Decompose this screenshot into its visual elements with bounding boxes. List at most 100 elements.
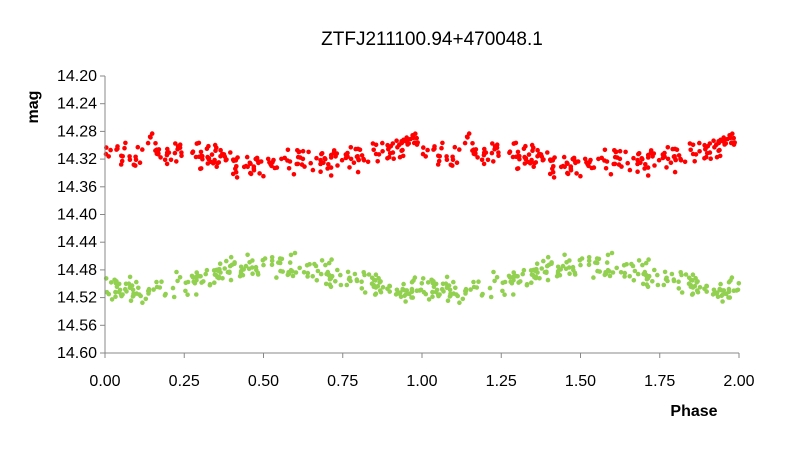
series-1-point: [596, 156, 601, 162]
series-2-point: [555, 268, 561, 274]
series-1-point: [196, 140, 202, 146]
series-2-point: [113, 289, 118, 295]
series-2-point: [597, 269, 602, 274]
series-2-point: [736, 281, 742, 286]
series-2-point: [528, 268, 534, 273]
series-1-point: [245, 164, 250, 170]
series-1-point: [603, 166, 609, 171]
series-2-point: [622, 274, 627, 279]
series-2-point: [378, 289, 384, 295]
series-1-point: [179, 153, 184, 159]
y-tick-label: 14.24: [57, 96, 97, 113]
series-1-point: [261, 173, 266, 179]
series-2-point: [463, 288, 468, 294]
series-1-point: [391, 156, 397, 161]
series-1-point: [565, 161, 570, 166]
series-1-point: [310, 167, 316, 173]
series-1-point: [295, 154, 301, 160]
series-2-point: [676, 279, 681, 285]
series-1-point: [571, 155, 577, 161]
series-2-point: [686, 281, 692, 287]
x-tick-label: 1.25: [486, 373, 517, 390]
series-2-point: [183, 288, 188, 294]
series-2-point: [487, 285, 493, 291]
series-2-point: [199, 280, 204, 285]
series-1-point: [361, 156, 366, 162]
series-2-point: [253, 264, 259, 270]
series-1-point: [218, 147, 223, 153]
series-1-point: [223, 157, 229, 163]
series-2-point: [430, 294, 435, 300]
series-2-point: [114, 284, 120, 290]
series-2-point: [310, 274, 316, 279]
series-2-point: [572, 272, 578, 277]
series-1-point: [357, 147, 363, 152]
series-2-point: [276, 260, 281, 265]
series-2-point: [345, 269, 351, 275]
series-1-point: [415, 140, 421, 145]
series-1-point: [291, 172, 297, 177]
series-2-point: [457, 300, 462, 306]
series-1-point: [582, 156, 588, 162]
series-2-point: [304, 263, 310, 268]
series-1-point: [530, 148, 535, 153]
series-2-point: [333, 279, 338, 284]
series-1-point: [248, 161, 253, 166]
series-1-point: [375, 159, 381, 164]
series-1-point: [643, 162, 648, 167]
series-1-point: [490, 141, 495, 146]
series-1-point: [248, 170, 253, 176]
series-1-point: [672, 169, 678, 175]
series-2-point: [676, 286, 682, 291]
series-2-point: [488, 294, 494, 300]
series-1-point: [697, 149, 702, 154]
series-2-point: [194, 278, 199, 283]
series-1-point: [228, 150, 233, 155]
series-1-point: [479, 157, 485, 163]
series-1-point: [404, 137, 410, 143]
series-1-point: [209, 152, 215, 157]
series-1-point: [318, 161, 323, 167]
series-2-point: [366, 272, 372, 277]
series-1-point: [645, 173, 651, 178]
series-1-point: [462, 140, 468, 146]
series-2-point: [109, 297, 115, 302]
series-2-point: [130, 294, 136, 299]
series-1-point: [241, 164, 247, 170]
series-1-point: [123, 140, 128, 146]
series-2-point: [655, 272, 660, 278]
y-tick-label: 14.32: [57, 151, 97, 168]
series-2-point: [471, 279, 476, 285]
y-tick-label: 14.48: [57, 262, 97, 279]
series-1-point: [574, 171, 579, 176]
series-2-point: [216, 274, 222, 280]
series-1-point: [127, 154, 132, 159]
series-2-point: [570, 264, 576, 270]
series-2-point: [269, 254, 275, 260]
series-1-point: [642, 166, 647, 171]
series-1-point: [308, 160, 314, 166]
series-1-point: [452, 144, 458, 150]
series-2-point: [444, 274, 450, 280]
series-1-point: [697, 140, 702, 146]
series-2-point: [554, 273, 560, 279]
series-1-point: [244, 154, 250, 160]
series-1-point: [440, 140, 445, 146]
series-1-point: [444, 154, 449, 159]
series-1-point: [267, 160, 272, 165]
series-2-point: [622, 270, 628, 276]
series-1-point: [602, 147, 608, 153]
series-2-point: [630, 263, 636, 269]
series-1-point: [639, 156, 644, 161]
x-tick-label: 1.75: [644, 373, 675, 390]
series-2-point: [650, 279, 655, 284]
series-1-point: [154, 147, 160, 152]
series-1-point: [481, 150, 487, 155]
series-1-point: [177, 142, 183, 147]
series-2-point: [326, 260, 332, 266]
series-2-point: [117, 287, 123, 293]
series-1-point: [206, 143, 211, 149]
series-2-point: [217, 261, 223, 267]
series-2-point: [335, 267, 340, 273]
series-1-point: [437, 154, 443, 159]
